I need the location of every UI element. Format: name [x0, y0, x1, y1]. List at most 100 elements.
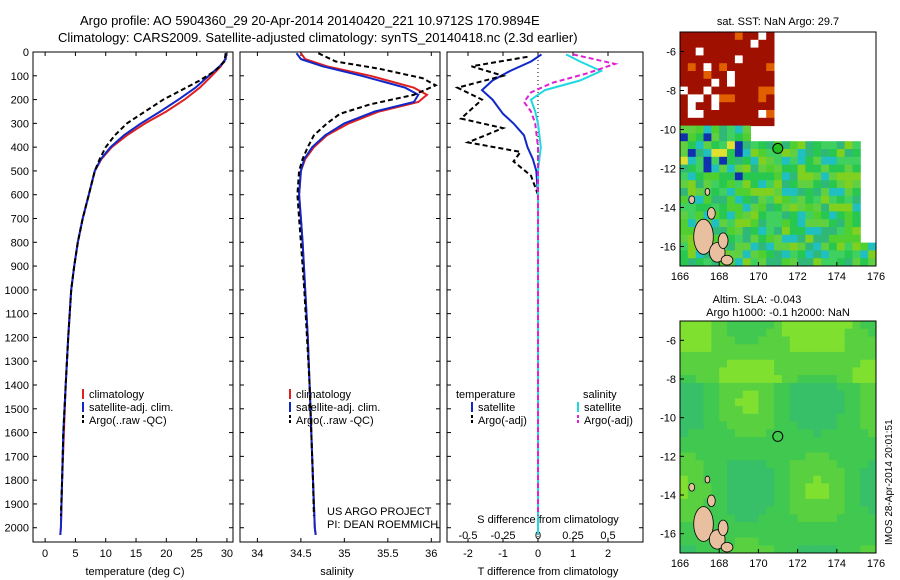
map-cell	[687, 522, 697, 531]
map-cell	[805, 467, 814, 477]
map-cell	[695, 211, 704, 220]
map-cell	[844, 483, 853, 492]
map-cell	[852, 211, 861, 220]
map-cell	[821, 460, 830, 469]
island	[693, 506, 714, 542]
map-cell	[774, 328, 783, 337]
x-tick-label: 10	[100, 548, 112, 560]
map-cell	[742, 258, 751, 267]
map-cell	[789, 180, 799, 189]
map-cell	[766, 537, 775, 546]
map-cell	[719, 55, 728, 64]
map-cell	[868, 437, 877, 446]
series-line	[296, 52, 438, 516]
map-cell	[750, 506, 759, 515]
map-cell	[860, 429, 869, 438]
map-cell	[766, 156, 775, 166]
map-cell	[805, 156, 814, 166]
map-cell	[734, 321, 744, 330]
map-cell	[813, 203, 822, 212]
map-cell	[852, 382, 861, 392]
map-cell	[789, 227, 799, 236]
map-cell	[868, 498, 877, 508]
map-cell	[852, 321, 861, 330]
map-cell	[727, 203, 736, 212]
map-cell	[813, 188, 822, 197]
map-cell	[687, 537, 697, 546]
map-cell	[829, 382, 838, 392]
x-tick-label: -2	[463, 548, 473, 560]
map-cell	[750, 63, 759, 72]
map-cell	[758, 63, 767, 72]
map-cell	[727, 421, 736, 430]
map-cell	[758, 437, 767, 446]
map-cell	[821, 452, 830, 461]
map-cell	[781, 421, 791, 430]
map-cell	[711, 467, 720, 477]
y-tick-label: 500	[11, 166, 29, 178]
map-cell	[860, 460, 869, 469]
map-cell	[687, 47, 697, 56]
map-cell	[750, 180, 759, 189]
map-cell	[868, 506, 877, 515]
map-cell	[742, 227, 751, 236]
map-cell	[734, 110, 744, 119]
map-cell	[860, 344, 869, 353]
map-cell	[836, 545, 846, 554]
map-cell	[727, 125, 736, 134]
map-cell	[868, 522, 877, 531]
map-cell	[695, 32, 704, 41]
map-y-tick-label: -10	[660, 413, 676, 425]
map-cell	[868, 242, 877, 251]
map-cell	[695, 413, 704, 422]
map-cell	[829, 234, 838, 244]
map-cell	[821, 203, 830, 212]
map-cell	[836, 444, 846, 453]
temperature-panel: 0100200300400500600700800900100011001200…	[5, 47, 234, 560]
x-tick-label: 0	[42, 548, 48, 560]
map-cell	[789, 460, 799, 469]
map-cell	[789, 321, 799, 330]
map-cell	[836, 321, 846, 330]
map-cell	[719, 188, 728, 197]
map-cell	[766, 390, 775, 399]
map-cell	[687, 467, 697, 477]
map-cell	[742, 102, 751, 111]
map-cell	[852, 258, 861, 267]
map-cell	[860, 382, 869, 392]
map-cell	[789, 195, 799, 205]
map-cell	[758, 172, 767, 181]
map-cell	[750, 413, 759, 422]
map-cell	[687, 390, 697, 399]
map-cell	[781, 149, 791, 158]
map-cell	[750, 491, 759, 500]
map-cell	[734, 94, 744, 103]
map-cell	[711, 133, 720, 142]
series-line	[522, 53, 619, 516]
map-cell	[742, 421, 751, 430]
series-line	[298, 52, 429, 536]
map-cell	[797, 429, 806, 438]
map-cell	[719, 149, 728, 158]
map-cell	[766, 250, 775, 259]
series-line	[59, 53, 227, 535]
map-cell	[774, 250, 783, 259]
y-tick-label: 1100	[5, 309, 29, 321]
map-cell	[734, 47, 744, 56]
map-cell	[781, 227, 791, 236]
map-cell	[680, 467, 689, 477]
map-cell	[844, 413, 853, 422]
map-cell	[805, 491, 814, 500]
map-cell	[868, 351, 877, 361]
map-cell	[734, 242, 744, 251]
map-cell	[711, 195, 720, 205]
map-cell	[750, 460, 759, 469]
map-cell	[758, 149, 767, 158]
map-cell	[687, 367, 697, 376]
map-cell	[727, 219, 736, 228]
map-y-tick-label: -8	[666, 374, 676, 386]
map-cell	[797, 444, 806, 453]
map-cell	[687, 250, 697, 259]
map-cell	[680, 149, 689, 158]
map-cell	[742, 78, 751, 88]
